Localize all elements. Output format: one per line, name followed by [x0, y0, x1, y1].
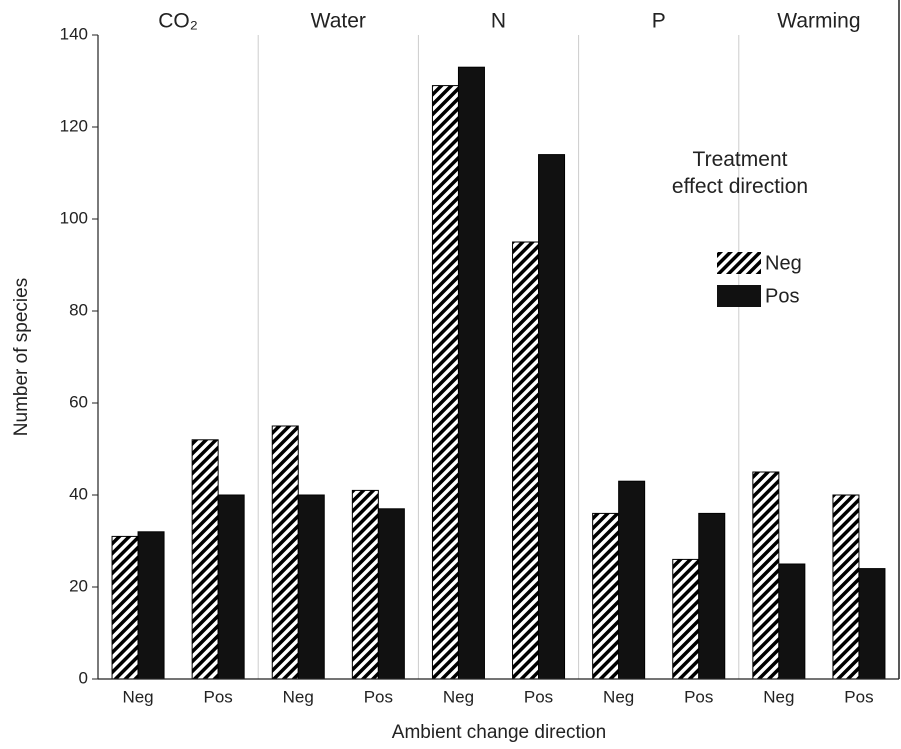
- group-label: Water: [311, 10, 366, 33]
- x-tick-label: Neg: [603, 687, 634, 706]
- y-tick-label: 40: [69, 484, 88, 503]
- x-tick-label: Pos: [524, 687, 553, 706]
- bar: [351, 489, 379, 680]
- group-label: N: [491, 10, 506, 33]
- bar: [512, 241, 540, 680]
- bar: [672, 558, 700, 680]
- legend-label: Neg: [765, 252, 802, 274]
- x-tick-label: Neg: [283, 687, 314, 706]
- x-tick-label: Pos: [844, 687, 873, 706]
- bar: [618, 480, 646, 680]
- x-tick-label: Pos: [684, 687, 713, 706]
- bar: [698, 512, 726, 680]
- bar: [752, 471, 780, 680]
- bar: [457, 66, 485, 680]
- group-label: CO₂: [158, 10, 198, 33]
- x-tick-label: Neg: [763, 687, 794, 706]
- legend-swatch: [717, 252, 761, 274]
- x-axis-label: Ambient change direction: [392, 722, 606, 743]
- x-tick-label: Neg: [122, 687, 153, 706]
- x-tick-label: Neg: [443, 687, 474, 706]
- bar: [271, 425, 299, 680]
- y-tick-label: 120: [60, 116, 88, 135]
- bar: [832, 494, 860, 680]
- bar: [137, 531, 165, 680]
- y-tick-label: 140: [60, 24, 88, 43]
- y-tick-label: 0: [79, 668, 88, 687]
- bar: [778, 563, 806, 680]
- y-tick-label: 20: [69, 576, 88, 595]
- bar: [592, 512, 620, 680]
- group-label: Warming: [777, 10, 860, 33]
- bar: [538, 154, 566, 680]
- legend-swatch: [717, 285, 761, 307]
- group-label: P: [652, 10, 666, 33]
- bar: [191, 439, 219, 680]
- y-tick-label: 60: [69, 392, 88, 411]
- y-tick-label: 100: [60, 208, 88, 227]
- legend-title: Treatment effect direction: [671, 148, 809, 198]
- bar: [431, 85, 459, 680]
- y-tick-label: 80: [69, 300, 88, 319]
- y-axis-label: Number of species: [11, 278, 32, 436]
- x-tick-label: Pos: [204, 687, 233, 706]
- bar: [111, 535, 139, 680]
- bar: [377, 508, 405, 680]
- bar: [297, 494, 325, 680]
- bar: [217, 494, 245, 680]
- legend-label: Pos: [765, 285, 799, 307]
- x-tick-label: Pos: [364, 687, 393, 706]
- bar: [858, 568, 886, 680]
